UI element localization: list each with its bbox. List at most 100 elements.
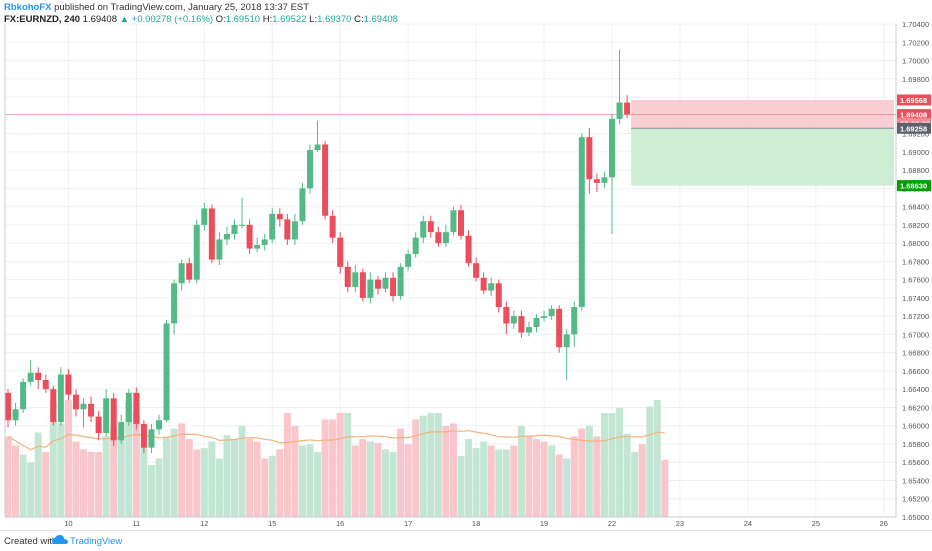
volume-bar <box>95 452 103 517</box>
candle-down <box>480 277 487 291</box>
volume-bar <box>653 400 661 517</box>
candle-up <box>412 237 419 255</box>
candle-up <box>269 213 276 240</box>
volume-bar <box>585 426 593 517</box>
candle-down <box>5 392 11 421</box>
short-position-tool[interactable] <box>631 99 894 186</box>
open-label: O: <box>215 14 226 25</box>
volume-bar <box>80 449 87 517</box>
volume-bar <box>231 439 238 517</box>
candle-up <box>299 188 306 222</box>
x-tick-label: 18 <box>472 519 480 528</box>
y-tick-label: 1.66200 <box>902 403 929 412</box>
volume-bar <box>268 455 276 517</box>
x-tick-label: 11 <box>132 519 140 528</box>
candle-up <box>261 239 268 245</box>
candle-up <box>231 224 238 234</box>
volume-bar <box>140 446 148 517</box>
candle-up <box>216 239 223 260</box>
candle-down <box>133 392 140 424</box>
candle-down <box>276 213 283 220</box>
volume-bar <box>291 426 299 517</box>
candle-up <box>254 244 261 249</box>
candle-down <box>284 219 291 240</box>
volume-bar <box>638 444 646 517</box>
candle-down <box>390 277 397 297</box>
volume-bar <box>510 445 518 517</box>
candle-up <box>27 372 34 382</box>
volume-bar <box>374 442 382 517</box>
volume-bar <box>397 428 405 517</box>
volume-bar <box>608 413 616 517</box>
candle-down <box>518 316 525 333</box>
volume-bar <box>616 407 624 517</box>
author-link[interactable]: RbkohoFX <box>4 2 52 13</box>
candle-up <box>450 210 457 233</box>
y-tick-label: 1.70000 <box>902 57 929 66</box>
high-value: 1.69522 <box>272 14 307 25</box>
y-tick-label: 1.70200 <box>902 38 929 47</box>
candle-down <box>435 232 442 244</box>
y-tick-label: 1.69000 <box>902 148 929 157</box>
candle-up <box>616 102 623 119</box>
volume-bar <box>457 455 465 517</box>
tradingview-brand[interactable]: TradingView <box>70 536 123 547</box>
x-tick-label: 16 <box>336 519 344 528</box>
y-tick-label: 1.67400 <box>902 294 929 303</box>
volume-bar <box>321 419 329 517</box>
candle-down <box>473 263 480 278</box>
volume-bar <box>442 426 450 517</box>
volume-bar <box>170 428 178 517</box>
volume-ma-line <box>7 430 665 451</box>
y-tick-label: 1.69200 <box>902 130 929 139</box>
publish-info: RbkohoFX published on TradingView.com, J… <box>4 2 309 14</box>
candle-up <box>548 308 555 317</box>
candle-up <box>12 409 19 421</box>
tradingview-cloud-icon[interactable] <box>52 534 68 546</box>
candle-up <box>578 137 585 308</box>
volume-bar <box>480 441 488 517</box>
volume-bar <box>12 445 20 517</box>
candle-down <box>465 235 472 264</box>
x-tick-label: 23 <box>676 519 684 528</box>
x-tick-label: 19 <box>540 519 548 528</box>
low-value: 1.69370 <box>317 14 352 25</box>
volume-bar <box>661 459 669 517</box>
candle-up <box>57 374 64 423</box>
y-tick-label: 1.65600 <box>902 458 929 467</box>
y-tick-label: 1.67800 <box>902 257 929 266</box>
price-label-text: 1.68630 <box>900 182 927 191</box>
x-tick-label: 26 <box>880 519 888 528</box>
candle-up <box>20 381 27 410</box>
candle-up <box>223 233 230 240</box>
candle-down <box>322 144 329 216</box>
candle-down <box>186 263 193 280</box>
volume-bar <box>427 413 435 517</box>
volume-bar <box>495 449 503 517</box>
price-label-text: 1.69568 <box>900 96 927 105</box>
footer-bar: Created with TradingView <box>0 530 932 551</box>
y-tick-label: 1.66000 <box>902 422 929 431</box>
candle-up <box>533 317 540 328</box>
volume-bar <box>578 428 586 517</box>
x-tick-label: 25 <box>812 519 820 528</box>
y-tick-label: 1.66600 <box>902 367 929 376</box>
symbol-label[interactable]: FX:EURNZD, 240 <box>4 14 81 25</box>
ohlc-legend: FX:EURNZD, 240 1.69408 ▲ +0.00278 (+0.16… <box>4 14 398 26</box>
candle-down <box>495 283 502 308</box>
candle-down <box>140 423 147 448</box>
volume-bar <box>623 433 631 517</box>
high-label: H: <box>262 14 273 25</box>
candle-down <box>359 272 366 298</box>
close-label: C: <box>354 14 364 25</box>
volume-bar <box>200 448 208 517</box>
volume-bar <box>34 432 42 517</box>
last-price: 1.69408 <box>82 14 117 25</box>
price-chart[interactable]: 1.704001.702001.700001.698001.696001.694… <box>0 0 932 530</box>
publish-text: published on TradingView.com, January 25… <box>54 2 310 13</box>
candle-up <box>80 403 87 410</box>
candle-up <box>148 429 155 448</box>
volume-bar <box>261 458 269 517</box>
volume-bar <box>548 445 556 517</box>
volume-bar <box>359 439 367 517</box>
